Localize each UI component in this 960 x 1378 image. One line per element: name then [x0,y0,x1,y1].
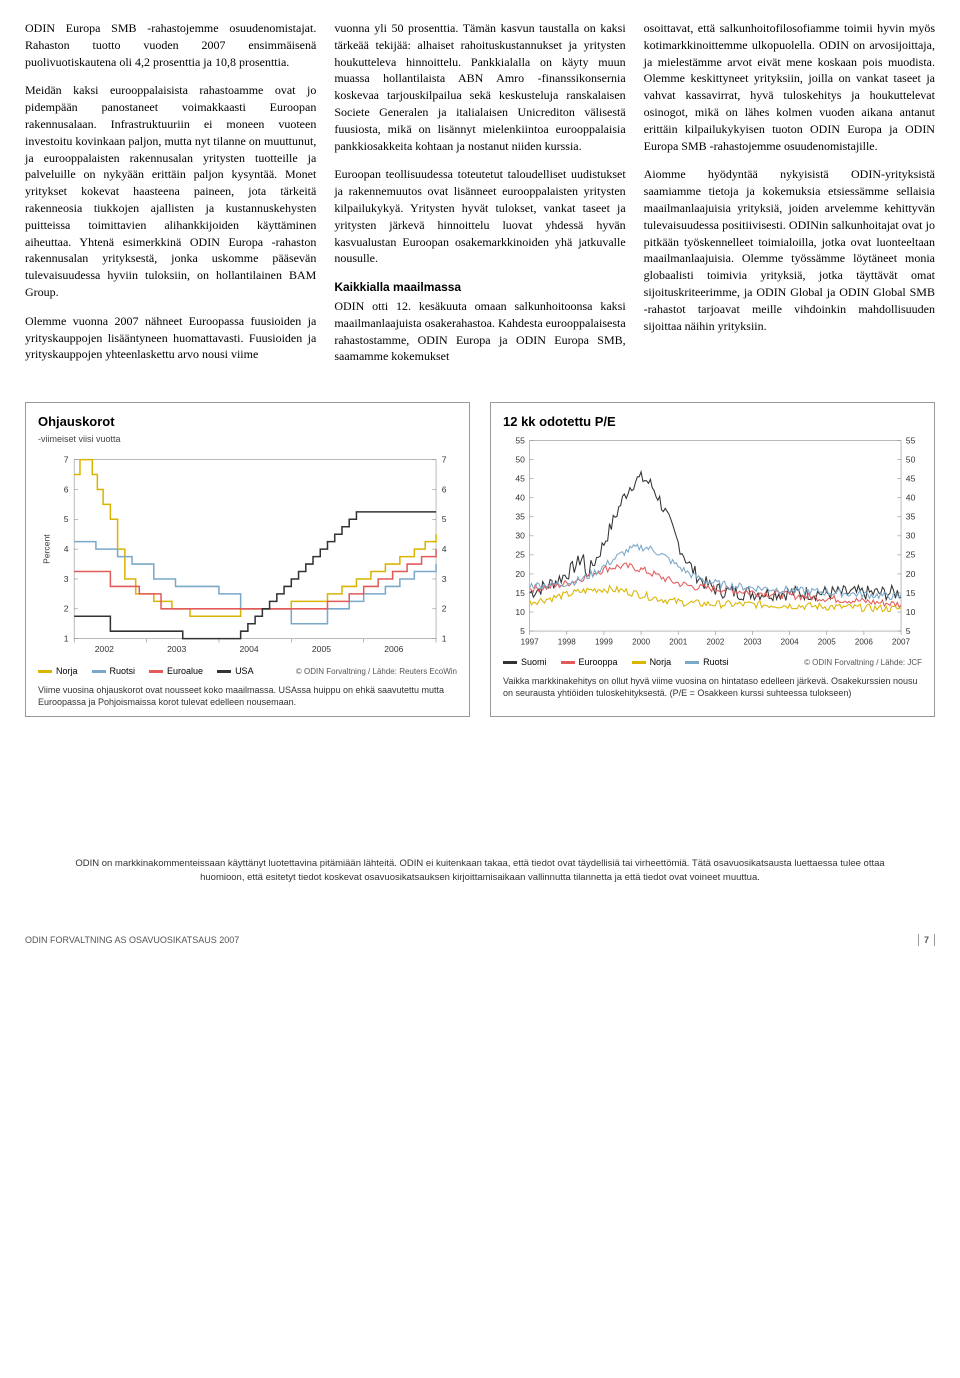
col2-p1: vuonna yli 50 prosenttia. Tämän kasvun t… [334,20,625,154]
disclaimer: ODIN on markkinakommenteissaan käyttänyt… [65,857,895,884]
svg-text:2006: 2006 [384,644,403,654]
svg-text:30: 30 [906,531,916,541]
column-1: ODIN Europa SMB -rahastojemme osuudenomi… [25,20,316,377]
chart1-subtitle: -viimeiset viisi vuotta [38,433,457,446]
svg-text:2001: 2001 [669,638,687,647]
svg-text:40: 40 [906,493,916,503]
svg-text:2002: 2002 [706,638,724,647]
col1-p1: ODIN Europa SMB -rahastojemme osuudenomi… [25,20,316,70]
svg-text:3: 3 [442,574,447,584]
svg-text:4: 4 [442,544,447,554]
svg-text:35: 35 [906,512,916,522]
chart2-caption: Vaikka markkinakehitys on ollut hyvä vii… [503,675,922,699]
svg-text:30: 30 [515,531,525,541]
svg-text:2004: 2004 [781,638,799,647]
svg-text:55: 55 [906,436,916,446]
svg-text:6: 6 [64,484,69,494]
svg-text:2004: 2004 [240,644,259,654]
svg-text:25: 25 [906,550,916,560]
column-2: vuonna yli 50 prosenttia. Tämän kasvun t… [334,20,625,377]
svg-text:2006: 2006 [855,638,873,647]
svg-text:45: 45 [515,474,525,484]
svg-text:2005: 2005 [312,644,331,654]
svg-text:2005: 2005 [818,638,836,647]
svg-text:4: 4 [64,544,69,554]
svg-text:50: 50 [906,455,916,465]
svg-text:15: 15 [906,588,916,598]
svg-text:25: 25 [515,550,525,560]
svg-text:2003: 2003 [744,638,762,647]
svg-text:2000: 2000 [632,638,650,647]
svg-text:2: 2 [442,604,447,614]
svg-text:35: 35 [515,512,525,522]
svg-text:45: 45 [906,474,916,484]
page-number: 7 [918,934,935,947]
chart2-plot: 5510101515202025253030353540404545505055… [503,433,922,652]
col3-p1: osoittavat, että salkunhoitofilosofiamme… [644,20,935,154]
svg-text:1998: 1998 [558,638,576,647]
chart2-legend: SuomiEurooppaNorjaRuotsi© ODIN Forvaltni… [503,656,922,669]
footer-publisher: ODIN FORVALTNING AS OSAVUOSIKATSAUS 2007 [25,934,239,947]
svg-text:2007: 2007 [892,638,910,647]
svg-text:7: 7 [64,454,69,464]
chart1-legend: NorjaRuotsiEuroalueUSA© ODIN Forvaltning… [38,665,457,678]
svg-text:5: 5 [64,514,69,524]
svg-text:3: 3 [64,574,69,584]
column-3: osoittavat, että salkunhoitofilosofiamme… [644,20,935,377]
col2-p3: ODIN otti 12. kesäkuuta omaan salkunhoit… [334,298,625,365]
svg-text:5: 5 [520,626,525,636]
svg-text:1999: 1999 [595,638,613,647]
chart-pe: 12 kk odotettu P/E 551010151520202525303… [490,402,935,717]
svg-text:20: 20 [515,569,525,579]
svg-text:6: 6 [442,484,447,494]
svg-text:5: 5 [906,626,911,636]
chart2-title: 12 kk odotettu P/E [503,413,922,431]
col2-subhead: Kaikkialla maailmassa [334,279,625,296]
chart1-title: Ohjauskorot [38,413,457,431]
svg-text:10: 10 [515,607,525,617]
col1-p3: Olemme vuonna 2007 nähneet Euroopassa fu… [25,313,316,363]
col2-p2: Euroopan teollisuudessa toteutetut talou… [334,166,625,267]
svg-text:2: 2 [64,604,69,614]
svg-text:10: 10 [906,607,916,617]
col3-p2: Aiomme hyödyntää nykyisistä ODIN-yrityks… [644,166,935,334]
svg-text:1997: 1997 [521,638,539,647]
svg-text:15: 15 [515,588,525,598]
svg-text:40: 40 [515,493,525,503]
page-footer: ODIN FORVALTNING AS OSAVUOSIKATSAUS 2007… [25,934,935,947]
svg-text:1: 1 [442,633,447,643]
svg-text:50: 50 [515,455,525,465]
svg-text:7: 7 [442,454,447,464]
svg-text:Percent: Percent [41,534,51,564]
svg-text:1: 1 [64,633,69,643]
charts-row: Ohjauskorot -viimeiset viisi vuotta 1 1 2 2… [25,402,935,717]
svg-text:2003: 2003 [167,644,186,654]
chart1-caption: Viime vuosina ohjauskorot ovat nousseet … [38,684,457,708]
svg-text:55: 55 [515,436,525,446]
chart1-plot: 11223344556677200220032004200520062007Pe… [38,452,457,662]
chart-ohjauskorot: Ohjauskorot -viimeiset viisi vuotta 1 1 2 2… [25,402,470,717]
svg-text:2002: 2002 [95,644,114,654]
svg-text:5: 5 [442,514,447,524]
svg-text:20: 20 [906,569,916,579]
col1-p2: Meidän kaksi eurooppalaisista rahastoamm… [25,82,316,300]
article-columns: ODIN Europa SMB -rahastojemme osuudenomi… [25,20,935,377]
